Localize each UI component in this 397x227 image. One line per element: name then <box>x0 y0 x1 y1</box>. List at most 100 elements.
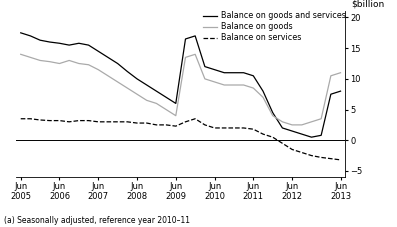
Balance on services <box>154 123 159 126</box>
Line: Balance on services: Balance on services <box>21 119 341 160</box>
Balance on services <box>319 156 324 159</box>
Balance on services <box>309 154 314 157</box>
Balance on goods <box>299 123 304 126</box>
Balance on goods <box>135 93 139 96</box>
Balance on goods and services <box>241 71 246 74</box>
Balance on services <box>77 119 81 122</box>
Balance on services <box>270 136 275 138</box>
Balance on goods <box>154 102 159 105</box>
Balance on goods and services <box>173 102 178 105</box>
Balance on services <box>193 117 198 120</box>
Balance on services <box>231 127 236 129</box>
Balance on services <box>145 122 149 124</box>
Balance on services <box>47 119 52 122</box>
Balance on services <box>260 133 265 136</box>
Balance on services <box>280 142 285 145</box>
Line: Balance on goods: Balance on goods <box>21 54 341 125</box>
Balance on services <box>173 125 178 128</box>
Balance on goods <box>222 84 227 86</box>
Balance on services <box>183 121 188 123</box>
Balance on services <box>212 127 217 129</box>
Balance on goods and services <box>193 35 198 37</box>
Balance on goods <box>57 62 62 65</box>
Balance on goods and services <box>28 35 33 37</box>
Balance on services <box>328 157 333 160</box>
Balance on goods and services <box>280 127 285 129</box>
Balance on goods and services <box>338 90 343 92</box>
Balance on goods <box>96 68 100 71</box>
Balance on goods <box>290 123 295 126</box>
Balance on services <box>338 158 343 161</box>
Balance on goods and services <box>183 38 188 40</box>
Balance on goods <box>212 81 217 83</box>
Balance on goods <box>164 108 168 111</box>
Balance on goods <box>270 114 275 117</box>
Balance on services <box>135 122 139 124</box>
Balance on goods and services <box>202 65 207 68</box>
Balance on goods <box>260 96 265 99</box>
Balance on services <box>125 121 130 123</box>
Balance on goods <box>38 59 42 62</box>
Balance on goods and services <box>77 42 81 45</box>
Balance on services <box>299 151 304 154</box>
Balance on goods and services <box>260 90 265 92</box>
Balance on goods <box>202 77 207 80</box>
Balance on goods and services <box>222 71 227 74</box>
Balance on goods and services <box>67 44 71 47</box>
Balance on goods <box>125 87 130 89</box>
Balance on goods <box>231 84 236 86</box>
Balance on services <box>86 119 91 122</box>
Balance on goods and services <box>145 84 149 86</box>
Balance on services <box>251 128 256 131</box>
Balance on goods and services <box>18 32 23 34</box>
Balance on services <box>96 121 100 123</box>
Balance on goods and services <box>251 74 256 77</box>
Balance on goods <box>18 53 23 56</box>
Balance on goods and services <box>270 111 275 114</box>
Balance on goods and services <box>47 41 52 43</box>
Text: $billion: $billion <box>351 0 384 9</box>
Balance on goods <box>77 62 81 65</box>
Balance on goods and services <box>86 44 91 47</box>
Balance on services <box>38 119 42 121</box>
Balance on goods <box>319 117 324 120</box>
Balance on services <box>57 119 62 122</box>
Balance on services <box>222 127 227 129</box>
Balance on goods and services <box>309 136 314 138</box>
Balance on goods and services <box>290 130 295 132</box>
Balance on goods and services <box>319 134 324 137</box>
Balance on goods <box>183 56 188 59</box>
Balance on goods and services <box>115 62 120 65</box>
Balance on goods <box>193 53 198 56</box>
Balance on goods and services <box>135 77 139 80</box>
Balance on goods <box>280 121 285 123</box>
Balance on goods <box>241 84 246 86</box>
Balance on goods <box>28 56 33 59</box>
Balance on goods <box>115 81 120 83</box>
Balance on goods and services <box>212 68 217 71</box>
Balance on services <box>202 123 207 126</box>
Balance on goods <box>173 114 178 117</box>
Balance on goods <box>145 99 149 102</box>
Balance on services <box>290 148 295 151</box>
Balance on goods <box>328 74 333 77</box>
Balance on services <box>115 121 120 123</box>
Balance on goods and services <box>164 96 168 99</box>
Balance on services <box>241 127 246 129</box>
Legend: Balance on goods and services, Balance on goods, Balance on services: Balance on goods and services, Balance o… <box>203 11 345 42</box>
Balance on goods and services <box>38 39 42 42</box>
Balance on services <box>28 117 33 120</box>
Balance on services <box>67 121 71 123</box>
Balance on goods <box>67 59 71 62</box>
Balance on goods and services <box>231 71 236 74</box>
Balance on goods <box>106 74 110 77</box>
Balance on goods <box>47 60 52 63</box>
Balance on goods <box>86 63 91 66</box>
Balance on goods and services <box>328 93 333 96</box>
Text: (a) Seasonally adjusted, reference year 2010–11: (a) Seasonally adjusted, reference year … <box>4 216 190 225</box>
Balance on goods and services <box>96 50 100 53</box>
Balance on goods and services <box>299 133 304 136</box>
Balance on goods <box>309 121 314 123</box>
Balance on services <box>18 117 23 120</box>
Balance on services <box>106 121 110 123</box>
